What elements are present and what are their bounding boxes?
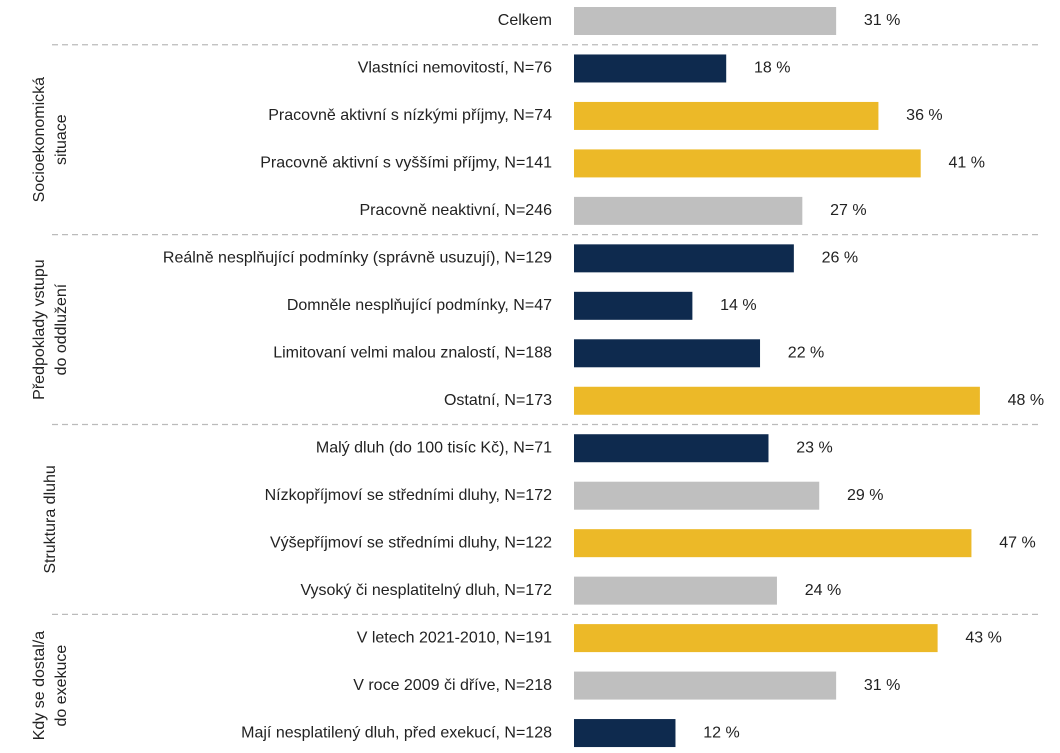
category-label: Domněle nesplňující podmínky, N=47: [287, 297, 552, 314]
bar: [574, 101, 879, 130]
bar: [574, 291, 693, 320]
value-label: 41 %: [948, 155, 984, 172]
value-label: 48 %: [1008, 392, 1044, 409]
value-label: 22 %: [788, 345, 824, 362]
category-label: Malý dluh (do 100 tisíc Kč), N=71: [316, 439, 552, 456]
group-label: do exekuce: [53, 645, 70, 727]
category-label: Mají nesplatilený dluh, před exekucí, N=…: [241, 724, 552, 741]
category-label: Ostatní, N=173: [444, 392, 552, 409]
category-label: Reálně nesplňující podmínky (správně usu…: [163, 250, 552, 267]
group-label: Předpoklady vstupu: [31, 259, 48, 400]
bar: [574, 244, 794, 273]
bar: [574, 671, 837, 700]
value-label: 36 %: [906, 107, 942, 124]
category-label: Výšepříjmoví se středními dluhy, N=122: [270, 534, 552, 551]
bar: [574, 624, 938, 653]
category-label: Pracovně aktivní s vyššími příjmy, N=141: [260, 155, 552, 172]
value-label: 14 %: [720, 297, 756, 314]
value-label: 27 %: [830, 202, 866, 219]
value-label: 26 %: [822, 250, 858, 267]
value-label: 31 %: [864, 677, 900, 694]
value-label: 18 %: [754, 60, 790, 77]
value-label: 43 %: [965, 629, 1001, 646]
bar: [574, 434, 769, 463]
bar: [574, 386, 980, 415]
category-label: Pracovně aktivní s nízkými příjmy, N=74: [268, 107, 552, 124]
value-label: 29 %: [847, 487, 883, 504]
group-label: Struktura dluhu: [42, 465, 59, 574]
bar: [574, 339, 761, 368]
category-label: V letech 2021-2010, N=191: [357, 629, 552, 646]
bar: [574, 529, 972, 558]
bar: [574, 54, 727, 83]
bar: [574, 7, 837, 35]
category-label: Vlastníci nemovitostí, N=76: [358, 60, 552, 77]
value-label: 12 %: [703, 724, 739, 741]
bar: [574, 576, 777, 605]
category-label: Pracovně neaktivní, N=246: [359, 202, 552, 219]
value-label: 47 %: [999, 534, 1035, 551]
group-label: Socioekonomická: [31, 77, 48, 203]
category-label: Celkem: [498, 12, 552, 29]
category-label: Nízkopříjmoví se středními dluhy, N=172: [265, 487, 552, 504]
value-label: 31 %: [864, 12, 900, 29]
category-label: V roce 2009 či dříve, N=218: [353, 677, 552, 694]
category-label: Limitovaní velmi malou znalostí, N=188: [273, 345, 552, 362]
bar: [574, 719, 676, 748]
group-label: situace: [53, 114, 70, 165]
group-label: Kdy se dostal/a: [31, 631, 48, 741]
value-label: 23 %: [796, 439, 832, 456]
group-label: do oddlužení: [53, 283, 70, 375]
bar: [574, 149, 921, 178]
value-label: 24 %: [805, 582, 841, 599]
bar: [574, 481, 820, 510]
category-label: Vysoký či nesplatitelný dluh, N=172: [300, 582, 552, 599]
bar: [574, 196, 803, 225]
